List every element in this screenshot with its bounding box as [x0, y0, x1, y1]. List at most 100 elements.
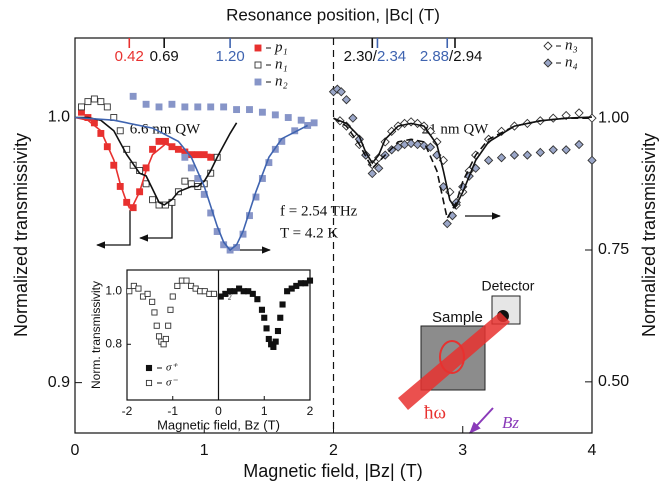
legend-entry: n₁ [254, 56, 288, 72]
legend-marker [145, 364, 153, 372]
y2-tick-label: 0.75 [598, 241, 629, 258]
point [261, 314, 268, 321]
y-tick-label: 1.0 [105, 283, 122, 297]
point [155, 103, 163, 111]
point [277, 314, 284, 321]
top-tick-label: 2.30/2.34 [344, 48, 407, 65]
point [304, 122, 312, 129]
point [496, 153, 507, 163]
point [155, 333, 163, 340]
point [181, 177, 189, 185]
point [210, 290, 217, 297]
point [348, 113, 358, 123]
top-axis-label: Resonance position, |Bc| (T) [226, 5, 440, 24]
point [561, 145, 571, 155]
legend-label: σ⁺ [166, 362, 178, 374]
point [97, 98, 105, 106]
point [149, 196, 157, 204]
point [412, 118, 423, 129]
x-tick-label: 3 [458, 442, 467, 459]
point [341, 95, 352, 105]
point [167, 306, 174, 313]
point [306, 277, 314, 284]
point [249, 290, 256, 297]
point [412, 139, 423, 150]
point [258, 306, 266, 313]
top-tick-label-part: 0.42 [115, 48, 144, 65]
x-axis-label: Magnetic field, |Bz| (T) [243, 461, 422, 481]
point [187, 164, 195, 172]
point [181, 103, 189, 111]
x-tick-label: 4 [588, 442, 597, 459]
point [279, 301, 286, 308]
diagram-label: ħω [424, 402, 446, 423]
point [406, 117, 416, 127]
point [263, 325, 270, 332]
point [207, 103, 215, 111]
legend-label: p₁ [274, 39, 288, 55]
y2-axis-label: Normalized transmissivity [639, 133, 659, 337]
point [183, 277, 190, 284]
legend-label: n₁ [275, 56, 288, 72]
point [160, 341, 167, 348]
point [246, 106, 253, 114]
y-tick-label: 0.8 [105, 336, 122, 350]
legend-label: n₂ [275, 73, 288, 89]
point [548, 113, 558, 123]
top-tick-label: 0.69 [150, 48, 179, 65]
point [194, 103, 202, 111]
point [387, 126, 397, 136]
annotation: 21 nm QW [422, 121, 490, 137]
point [142, 100, 150, 108]
top-tick-label-part: 2.30 [344, 48, 373, 65]
legend-entry: n₄ [543, 54, 578, 70]
fit-line [74, 116, 211, 209]
x-tick-label: 0 [215, 404, 222, 418]
point [168, 100, 176, 108]
legend-marker [254, 61, 262, 69]
point [548, 145, 558, 155]
point [297, 116, 305, 124]
setup-diagram: Sample Detector ħω Bz [398, 278, 535, 434]
point [535, 147, 545, 158]
point [142, 180, 150, 188]
fit-line [333, 116, 593, 210]
point [336, 87, 346, 97]
top-tick-label-part: 1.20 [215, 48, 244, 65]
top-tick-label: 0.42 [115, 48, 144, 65]
point [103, 103, 111, 111]
point [129, 92, 137, 100]
legend-entry: σ⁺ [145, 362, 178, 374]
x-tick-label: 1 [261, 404, 268, 418]
point [271, 111, 279, 119]
inset-x-label: Magnetic field, Bz (T) [157, 417, 280, 432]
top-tick-label: 1.20 [215, 48, 244, 65]
y-axis-label: Normalized transmissivity [11, 133, 31, 337]
tick-separator: / [449, 48, 454, 65]
x-tick-label: 2 [307, 404, 314, 418]
point [274, 327, 282, 335]
fit-line [75, 116, 238, 206]
legend-entry: n₃ [543, 37, 578, 53]
tick-separator: / [373, 48, 378, 65]
y2-tick-label: 1.00 [598, 109, 629, 126]
point [84, 98, 92, 106]
x-tick-label: -1 [167, 404, 178, 418]
polarization [439, 340, 465, 374]
legend-marker [543, 58, 553, 68]
point [522, 150, 533, 160]
point [406, 138, 416, 149]
field-arrow [469, 407, 494, 434]
point [310, 119, 318, 127]
legend-label: n₃ [565, 37, 578, 53]
diagram-label: Sample [432, 309, 483, 326]
legend-marker [254, 44, 262, 52]
point [135, 285, 142, 292]
x-tick-label: 2 [329, 442, 338, 459]
point [393, 142, 403, 152]
point [587, 155, 597, 165]
point [116, 127, 124, 135]
point [254, 296, 261, 303]
top-tick-label-part: 2.88 [420, 48, 449, 65]
